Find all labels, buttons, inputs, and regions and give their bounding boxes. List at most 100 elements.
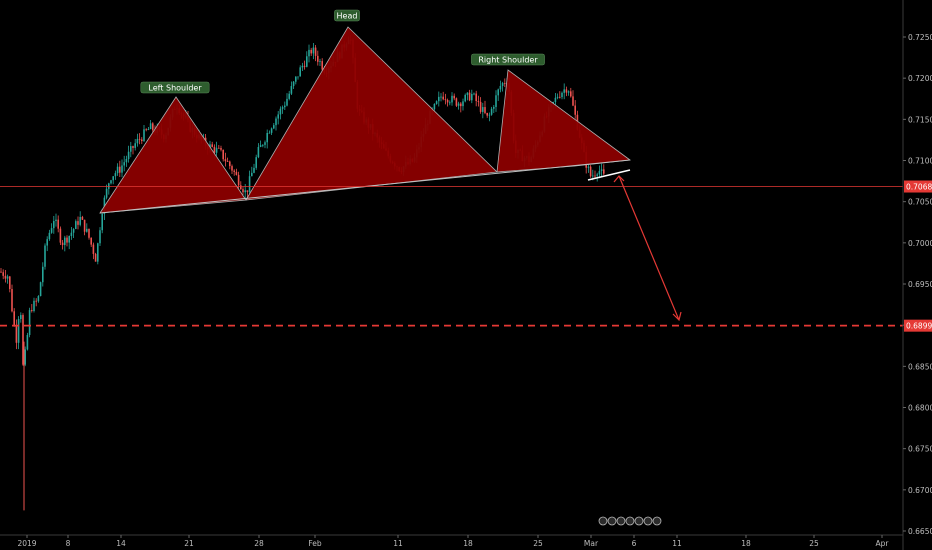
candle-body [559, 96, 561, 98]
candle-body [46, 239, 48, 246]
candle-body [125, 159, 128, 163]
candle-body [33, 300, 35, 312]
candle-body [449, 102, 451, 104]
candle-body [251, 172, 253, 177]
price-label: 0.70684 [906, 183, 932, 192]
target-arrow-head [672, 311, 682, 322]
candle-body [75, 221, 77, 229]
candle-body [554, 97, 557, 103]
time-tick-label: 18 [463, 539, 473, 548]
candle-body [299, 67, 301, 77]
candle-body [598, 170, 601, 175]
candle-body [468, 92, 471, 101]
candle-body [600, 169, 603, 171]
candle-body [275, 118, 277, 126]
candle-body [9, 276, 11, 290]
candle-body [226, 161, 229, 162]
event-icon [634, 516, 644, 526]
candle-body [121, 165, 123, 173]
candle-body [587, 166, 590, 168]
candle-body [266, 133, 268, 143]
candle-body [484, 107, 486, 113]
candle-body [279, 108, 282, 115]
candle-body [213, 146, 216, 153]
candle-body [495, 95, 497, 107]
candle-body [86, 228, 88, 232]
candle-body [123, 162, 125, 166]
event-icon [643, 516, 653, 526]
candle-body [567, 91, 570, 93]
candle-body [246, 190, 249, 192]
candle-body [317, 55, 319, 62]
time-tick-label: Feb [308, 539, 322, 548]
price-label-box [904, 180, 932, 193]
candle-body [92, 244, 95, 254]
candle-body [145, 129, 147, 131]
candle-body [101, 213, 103, 231]
candle-body [596, 174, 598, 176]
candle-body [253, 167, 255, 173]
candle-body [589, 166, 592, 177]
candle-body [231, 166, 233, 171]
candle-body [132, 146, 134, 148]
candle-body [242, 189, 244, 193]
candle-body [488, 114, 491, 116]
candle-body [442, 96, 444, 100]
candle-body [83, 219, 86, 232]
candle-body [292, 81, 295, 87]
candle-body [119, 166, 121, 173]
candle-body [446, 100, 449, 103]
candle-body [28, 310, 31, 335]
time-tick-label: 25 [533, 539, 543, 548]
candle-body [556, 96, 559, 98]
candle-body [141, 139, 143, 141]
candle-body [314, 47, 317, 56]
candle-body [39, 282, 42, 297]
time-tick-label: 14 [116, 539, 126, 548]
candle-body [248, 176, 251, 192]
candle-body [312, 47, 315, 54]
candle-body [440, 96, 442, 98]
candle-body [433, 103, 436, 110]
candle-body [116, 166, 119, 174]
candle-body [259, 145, 262, 148]
time-tick-label: Mar [584, 539, 599, 548]
time-tick-label: 6 [632, 539, 637, 548]
candle-body [499, 85, 502, 90]
pattern-triangle [99, 96, 247, 214]
candle-body [147, 129, 150, 130]
candle-body [471, 93, 473, 101]
candle-body [297, 76, 299, 78]
price-label-box [904, 319, 932, 332]
candle-body [218, 147, 220, 149]
candle-body [284, 105, 286, 108]
candle-body [211, 144, 213, 147]
time-axis[interactable]: 2019 8 14 21 28 Feb 11 18 25 Mar 6 11 18 25 Apr [0, 534, 903, 548]
candle-body [138, 138, 141, 140]
candle-body [460, 103, 462, 107]
time-tick-label: 28 [254, 539, 264, 548]
candle-body [501, 83, 504, 86]
candle-body [11, 289, 13, 312]
candle-body [42, 266, 44, 283]
time-tick-label: 21 [184, 539, 194, 548]
candle-body [220, 148, 222, 150]
candle-body [48, 232, 51, 240]
candle-body [152, 123, 154, 131]
candle-body [561, 92, 563, 98]
candle-body [134, 143, 136, 148]
candle-body [88, 228, 90, 238]
candle-body [94, 253, 97, 262]
candle-body [270, 128, 273, 133]
target-arrow-tail [613, 175, 625, 183]
candle-body [6, 276, 9, 279]
